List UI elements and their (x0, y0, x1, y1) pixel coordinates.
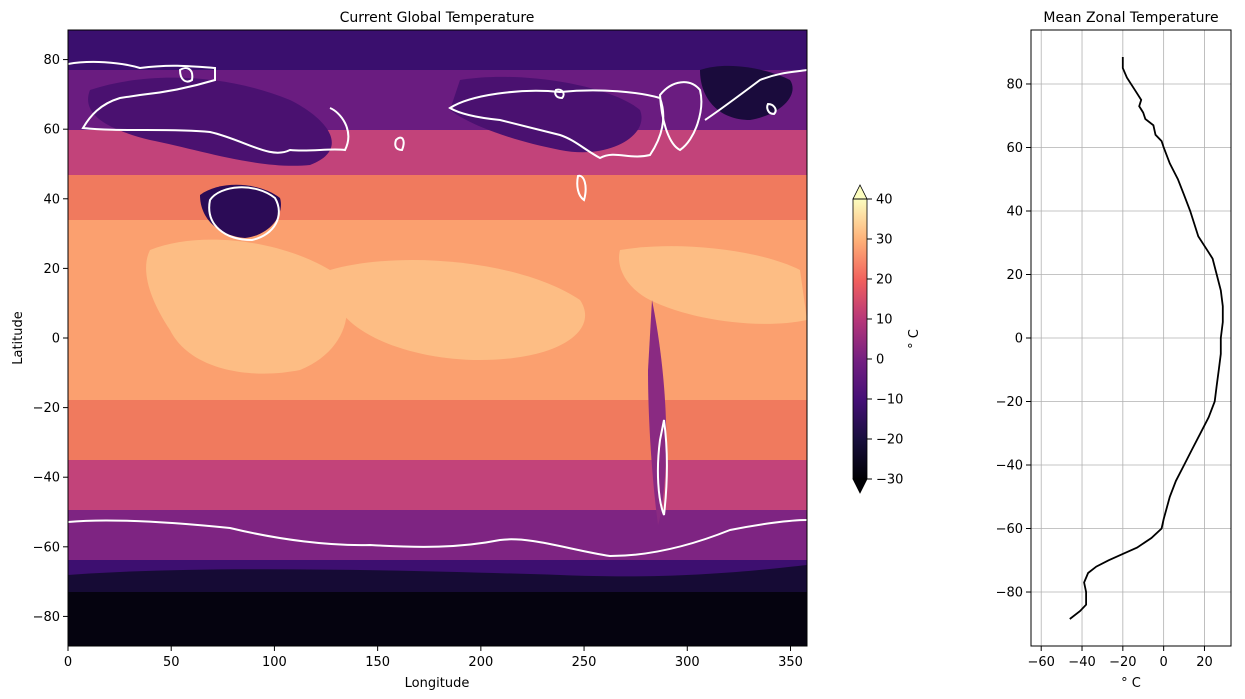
contour-north-eurasia (68, 60, 350, 154)
band-antarctica (68, 590, 807, 646)
zonal-mean-line (1069, 57, 1224, 620)
zonal-x-tick-label: −20 (1109, 655, 1136, 670)
main-map-panel: Current Global Temperature (11, 10, 808, 691)
zonal-y-tick-label: −20 (996, 395, 1023, 410)
colorbar-tick-label: −20 (876, 433, 903, 448)
map-y-tick-label: −60 (33, 540, 60, 555)
cold-region-south-ring (68, 565, 807, 592)
zonal-y-tick-label: −80 (996, 586, 1023, 601)
zonal-y-tick-label: 40 (1006, 204, 1023, 219)
map-y-tick-label: 80 (43, 53, 60, 68)
map-y-axis-label: Latitude (11, 311, 26, 365)
zonal-x-tick-label: 20 (1196, 655, 1213, 670)
cold-region-north-america (450, 76, 642, 153)
contour-south-ocean (68, 519, 807, 558)
main-chart-title: Current Global Temperature (340, 10, 535, 26)
colorbar-tick-label: 20 (876, 273, 893, 288)
band-arctic (68, 30, 807, 70)
contour-tibet (208, 186, 280, 242)
zonal-x-tick-label: 0 (1160, 655, 1168, 670)
zonal-y-tick-label: −60 (996, 522, 1023, 537)
zonal-chart-title: Mean Zonal Temperature (1043, 10, 1218, 26)
map-x-axis: 0 50 100 150 200 250 300 350 (64, 646, 803, 670)
contour-greenland (704, 69, 807, 121)
zonal-y-tick-label: 80 (1006, 77, 1023, 92)
colorbar-tick-label: 30 (876, 233, 893, 248)
map-y-tick-label: −40 (33, 471, 60, 486)
colorbar-extend-top (852, 184, 868, 200)
warm-region-africa (146, 239, 347, 374)
map-x-tick-label: 200 (468, 655, 493, 670)
map-x-tick-label: 0 (64, 655, 72, 670)
colorbar-tick-label: 10 (876, 313, 893, 328)
map-x-tick-label: 250 (572, 655, 597, 670)
zonal-y-tick-label: −40 (996, 459, 1023, 474)
colorbar-tick-label: −30 (876, 473, 903, 488)
colorbar-tick-label: 40 (876, 193, 893, 208)
cold-region-andes (648, 300, 667, 525)
colorbar-extend-bottom (852, 478, 868, 494)
temperature-field (68, 30, 807, 646)
map-y-tick-label: 20 (43, 262, 60, 277)
map-x-tick-label: 350 (778, 655, 803, 670)
cold-region-eurasia (88, 77, 332, 166)
zonal-grid (1031, 30, 1231, 646)
band-south-midlat (68, 400, 807, 460)
colorbar-ticks: −30 −20 −10 0 10 20 30 40 (867, 193, 903, 488)
warm-region-atlantic (619, 246, 807, 324)
zonal-x-tick-label: −60 (1027, 655, 1054, 670)
map-y-tick-label: 0 (52, 332, 60, 347)
map-y-tick-label: −80 (33, 610, 60, 625)
zonal-panel: Mean Zonal Temperature −80 −60 −40 −20 0 20 40… (996, 10, 1232, 691)
zonal-x-axis: −60 −40 −20 0 20 (1027, 646, 1213, 670)
colorbar: −30 −20 −10 0 10 20 30 40 ° C (852, 184, 922, 494)
contour-hudson (658, 81, 703, 152)
band-southern-ocean (68, 510, 807, 560)
colorbar-gradient (853, 199, 867, 479)
map-x-tick-label: 100 (262, 655, 287, 670)
map-x-tick-label: 300 (675, 655, 700, 670)
contour-andes (656, 419, 668, 516)
map-y-tick-label: −20 (33, 401, 60, 416)
band-south-temperate (68, 460, 807, 510)
colorbar-tick-label: 0 (876, 353, 884, 368)
zonal-x-axis-label: ° C (1121, 676, 1141, 691)
colorbar-frame (852, 198, 868, 480)
map-y-tick-label: 60 (43, 123, 60, 138)
zonal-y-tick-label: 60 (1006, 141, 1023, 156)
contour-north-america (448, 89, 665, 160)
zonal-x-tick-label: −40 (1068, 655, 1095, 670)
map-y-axis: −80 −60 −40 −20 0 20 40 60 80 (33, 53, 68, 625)
map-x-tick-label: 150 (365, 655, 390, 670)
map-x-tick-label: 50 (163, 655, 180, 670)
colorbar-tick-label: −10 (876, 393, 903, 408)
band-north-midlat (68, 175, 807, 220)
zonal-y-axis: −80 −60 −40 −20 0 20 40 60 80 (996, 77, 1031, 601)
map-y-tick-label: 40 (43, 192, 60, 207)
warm-region-pacific (330, 260, 586, 360)
contour-north-islands (178, 67, 777, 202)
zonal-y-tick-label: 0 (1015, 332, 1023, 347)
zero-degree-contours (68, 60, 807, 558)
cold-region-tibet (200, 184, 281, 238)
map-x-axis-label: Longitude (405, 676, 470, 691)
zonal-y-tick-label: 20 (1006, 268, 1023, 283)
colorbar-label: ° C (907, 329, 922, 349)
